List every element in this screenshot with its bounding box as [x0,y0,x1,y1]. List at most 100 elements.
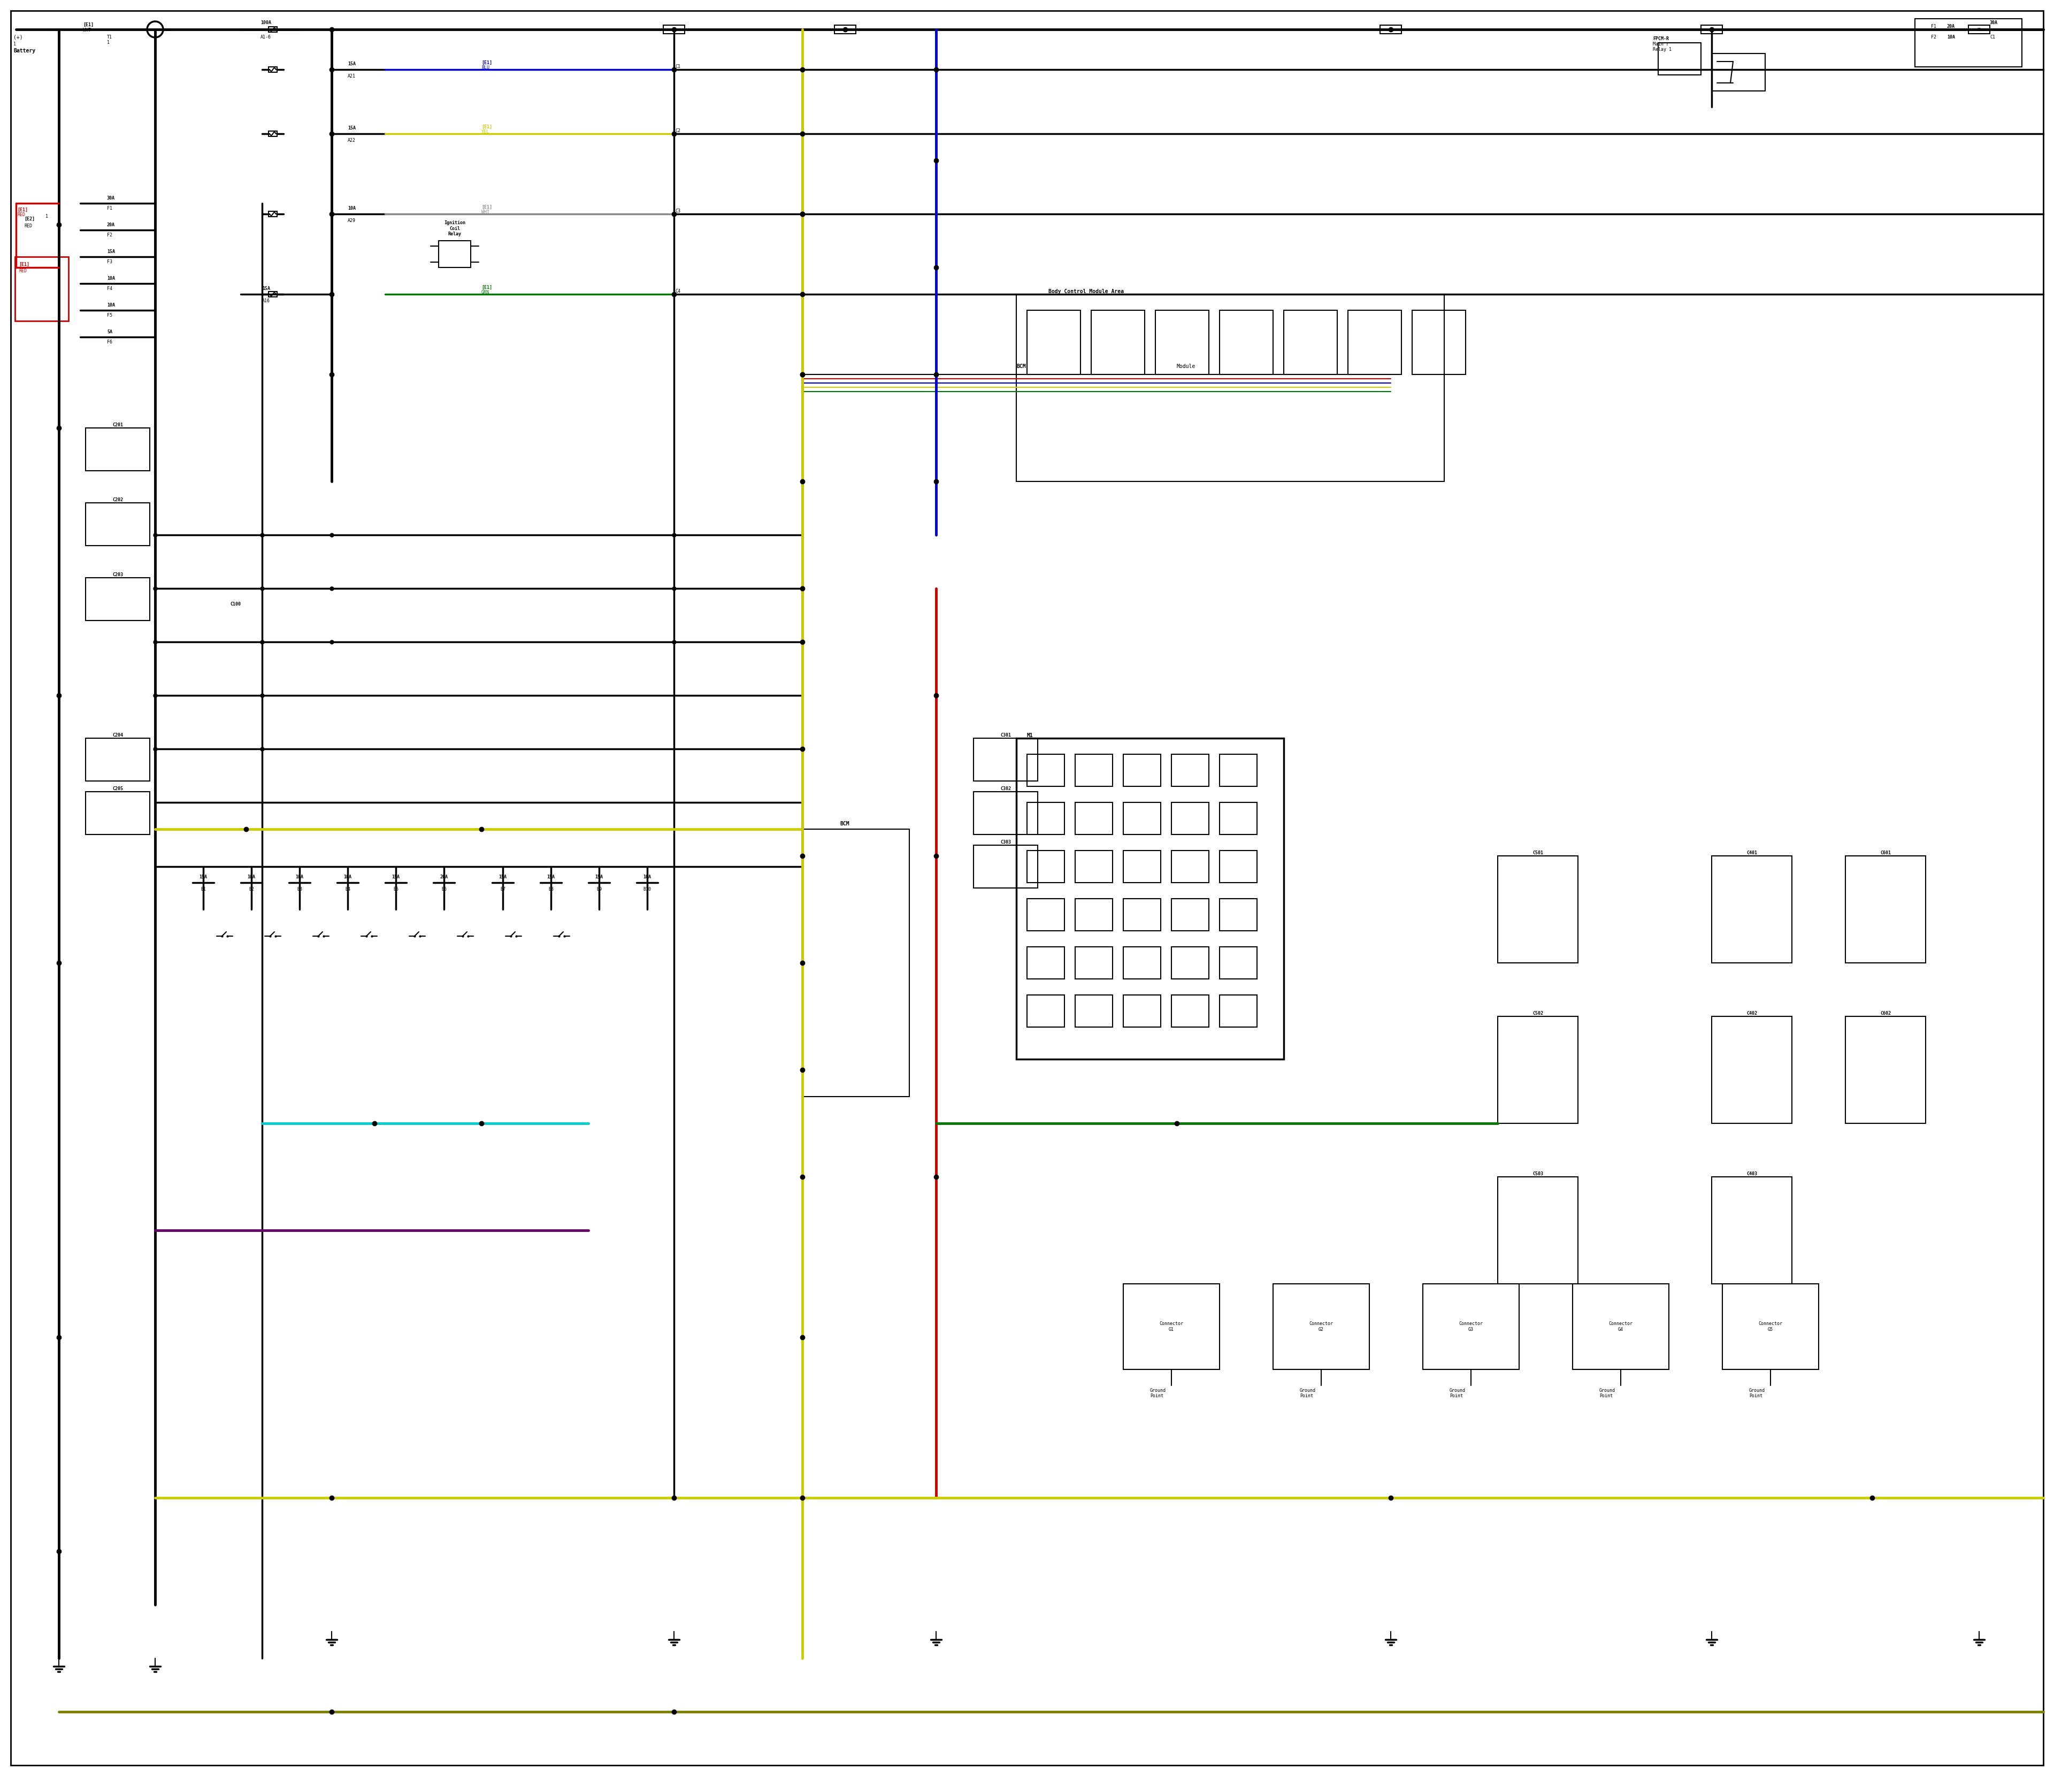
Text: B9: B9 [596,887,602,892]
Text: [E1]: [E1] [481,285,493,290]
Bar [1723,1283,1818,1369]
Text: C403: C403 [1746,1172,1756,1176]
Bar [1124,851,1161,883]
Text: B2: B2 [249,887,255,892]
Bar [1220,995,1257,1027]
Text: C4: C4 [676,289,680,294]
Bar [86,738,150,781]
Text: RED: RED [16,213,25,217]
Bar [1017,738,1284,1059]
Bar [1171,995,1210,1027]
Text: C303: C303 [1000,840,1011,844]
Bar [1171,803,1210,835]
Bar [1273,1283,1370,1369]
Text: M1: M1 [1027,733,1033,738]
Text: 10A: 10A [107,276,115,281]
Text: RED: RED [18,269,27,274]
Text: BCM: BCM [1017,364,1025,369]
Bar [1027,946,1064,978]
Bar [1284,310,1337,375]
Text: 20A: 20A [440,874,448,880]
Text: C2: C2 [676,129,680,133]
Text: F5: F5 [107,314,113,317]
Bar [1027,803,1064,835]
Text: F1: F1 [1931,23,1937,29]
Text: C3: C3 [1389,29,1393,30]
Text: [E1]: [E1] [18,262,29,267]
Text: Battery: Battery [14,48,35,54]
Bar [974,846,1037,889]
Bar [1711,857,1791,962]
Text: C201: C201 [113,423,123,428]
Bar [1124,803,1161,835]
Bar [86,577,150,620]
Bar [1380,25,1401,34]
Text: GRN: GRN [481,290,489,294]
Text: 30A: 30A [1990,20,1999,25]
Bar [269,211,277,217]
Bar [1347,310,1401,375]
Text: BCM: BCM [840,821,848,826]
Text: [E1]: [E1] [16,208,29,213]
Text: 10A: 10A [347,206,355,211]
Text: 15A: 15A [499,874,507,880]
Text: 10A: 10A [107,303,115,308]
Bar [974,792,1037,835]
Text: C1: C1 [672,29,676,30]
Bar [1423,1283,1520,1369]
Bar [1154,310,1210,375]
Text: 100A: 100A [261,20,271,25]
Text: WHT: WHT [82,29,90,32]
Text: Module: Module [1177,364,1195,369]
Text: F1: F1 [107,206,113,211]
Text: B3: B3 [298,887,302,892]
Text: [E1]: [E1] [481,125,493,129]
Text: C205: C205 [113,787,123,790]
Text: C402: C402 [1746,1011,1756,1016]
Text: C202: C202 [113,498,123,502]
Bar [1220,803,1257,835]
Text: C203: C203 [113,572,123,577]
Text: Connector
G4: Connector G4 [1608,1321,1633,1331]
Text: Relay 1: Relay 1 [1653,47,1672,52]
Text: C601: C601 [1879,851,1892,855]
Text: [E2]: [E2] [25,217,35,222]
Text: 10A: 10A [296,874,304,880]
Text: Connector
G5: Connector G5 [1758,1321,1783,1331]
Bar [1124,898,1161,930]
Bar [1968,25,1990,34]
Text: F2: F2 [1931,34,1937,39]
Text: Ground
Point: Ground Point [1300,1389,1317,1398]
Text: Ignition
Coil
Relay: Ignition Coil Relay [444,220,466,237]
Bar [1914,18,2021,66]
Text: C301: C301 [1000,733,1011,738]
Text: B8: B8 [548,887,555,892]
Text: 15A: 15A [347,125,355,131]
Bar [803,830,910,1097]
Bar [14,256,68,321]
Bar [1027,898,1064,930]
Text: Ground
Point: Ground Point [1600,1389,1614,1398]
Bar [1171,754,1210,787]
Bar [1027,754,1064,787]
Text: Ground
Point: Ground Point [1750,1389,1764,1398]
Bar [86,504,150,545]
Bar [663,25,684,34]
Text: FPCM-R: FPCM-R [1653,36,1668,41]
Text: B7: B7 [499,887,505,892]
Text: Connector
G2: Connector G2 [1308,1321,1333,1331]
Bar [1171,946,1210,978]
Text: 15A: 15A [199,874,207,880]
Text: A16: A16 [263,299,271,303]
Bar [1844,857,1927,962]
Bar [1171,851,1210,883]
Text: 5A: 5A [107,330,113,335]
Text: C204: C204 [113,733,123,738]
Text: B4: B4 [345,887,351,892]
Bar [1844,1016,1927,1124]
Bar [1171,898,1210,930]
Text: (+): (+) [14,34,23,39]
Bar [269,131,277,136]
Bar [1124,754,1161,787]
Bar [269,27,277,32]
